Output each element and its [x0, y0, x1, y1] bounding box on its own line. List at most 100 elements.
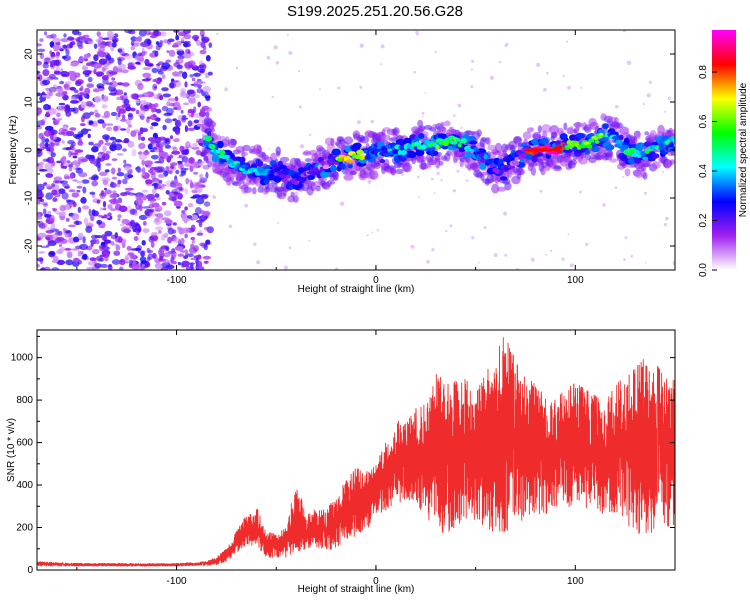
noise-speckle	[421, 115, 424, 118]
noise-speckle	[117, 218, 121, 221]
ridge-core	[322, 164, 330, 170]
noise-speckle	[84, 73, 90, 77]
noise-speckle	[55, 119, 60, 123]
noise-speckle	[539, 189, 543, 193]
noise-speckle	[63, 33, 67, 38]
noise-speckle	[124, 166, 132, 171]
noise-speckle	[151, 252, 157, 259]
noise-speckle	[118, 205, 128, 213]
noise-speckle	[122, 178, 128, 185]
ridge-band	[297, 167, 305, 173]
noise-speckle	[562, 74, 565, 78]
ridge-core	[398, 144, 406, 151]
noise-speckle	[93, 43, 98, 49]
noise-speckle	[103, 207, 107, 211]
ridge-halo	[607, 116, 616, 122]
ridge-core	[497, 164, 502, 170]
ridge-core	[594, 140, 600, 144]
noise-speckle	[110, 167, 116, 175]
noise-speckle	[208, 42, 213, 48]
noise-speckle	[121, 114, 126, 121]
noise-speckle	[156, 63, 161, 66]
noise-speckle	[196, 140, 205, 144]
noise-speckle	[504, 253, 508, 257]
noise-speckle	[134, 222, 139, 227]
noise-speckle	[160, 266, 168, 270]
noise-speckle	[82, 186, 87, 194]
noise-speckle	[183, 30, 191, 34]
noise-speckle	[449, 224, 453, 228]
noise-speckle	[283, 265, 288, 270]
noise-speckle	[65, 110, 72, 117]
x-tick-label: -100	[167, 576, 187, 587]
noise-speckle	[359, 43, 364, 48]
noise-speckle	[94, 235, 103, 239]
noise-speckle	[177, 246, 184, 252]
noise-speckle	[99, 263, 108, 268]
noise-speckle	[70, 62, 79, 67]
noise-speckle	[44, 213, 52, 218]
noise-speckle	[72, 160, 79, 165]
noise-speckle	[62, 165, 68, 169]
noise-speckle	[367, 179, 372, 184]
ridge-halo	[330, 180, 335, 185]
noise-speckle	[157, 248, 165, 256]
noise-speckle	[152, 83, 158, 91]
ridge-halo	[349, 170, 357, 175]
noise-speckle	[102, 153, 110, 161]
noise-speckle	[150, 173, 156, 180]
noise-speckle	[68, 164, 74, 168]
noise-speckle	[127, 140, 135, 148]
noise-speckle	[37, 183, 45, 191]
ridge-halo	[578, 158, 588, 165]
noise-speckle	[622, 30, 626, 33]
noise-speckle	[70, 72, 75, 77]
noise-speckle	[179, 174, 184, 177]
noise-speckle	[198, 64, 205, 69]
snr-ylabel: SNR (10 * v/v)	[6, 418, 17, 482]
x-tick-label: 0	[373, 275, 379, 286]
noise-speckle	[203, 38, 209, 44]
noise-speckle	[143, 129, 148, 132]
ridge-peak	[556, 146, 563, 150]
noise-speckle	[156, 197, 161, 201]
noise-speckle	[139, 127, 144, 135]
noise-speckle	[146, 256, 151, 262]
ridge-core	[517, 151, 522, 156]
noise-speckle	[207, 71, 213, 76]
ridge-halo	[242, 144, 251, 152]
noise-speckle	[173, 42, 178, 47]
noise-speckle	[543, 87, 547, 92]
noise-speckle	[58, 102, 66, 106]
noise-speckle	[82, 236, 86, 244]
noise-speckle	[199, 173, 203, 179]
noise-speckle	[159, 95, 164, 101]
figure-title: S199.2025.251.20.56.G28	[287, 3, 463, 20]
noise-speckle	[200, 108, 206, 114]
noise-speckle	[45, 173, 54, 178]
noise-speckle	[665, 216, 669, 221]
noise-speckle	[130, 93, 138, 100]
noise-speckle	[203, 226, 210, 231]
noise-speckle	[109, 80, 118, 88]
noise-speckle	[117, 214, 122, 219]
noise-speckle	[273, 45, 278, 50]
noise-speckle	[111, 77, 116, 81]
noise-speckle	[116, 153, 124, 156]
ridge-halo	[275, 146, 282, 156]
noise-speckle	[141, 172, 145, 176]
ridge-band	[643, 141, 652, 148]
ridge-halo	[390, 167, 397, 175]
noise-speckle	[38, 132, 44, 140]
ridge-halo	[563, 122, 568, 131]
noise-speckle	[142, 67, 151, 71]
ridge-core	[486, 159, 494, 164]
noise-speckle	[294, 191, 299, 196]
noise-speckle	[199, 215, 208, 222]
ridge-halo	[438, 160, 444, 166]
noise-speckle	[644, 262, 647, 264]
noise-speckle	[62, 44, 68, 49]
noise-speckle	[176, 64, 183, 70]
noise-speckle	[146, 39, 151, 45]
